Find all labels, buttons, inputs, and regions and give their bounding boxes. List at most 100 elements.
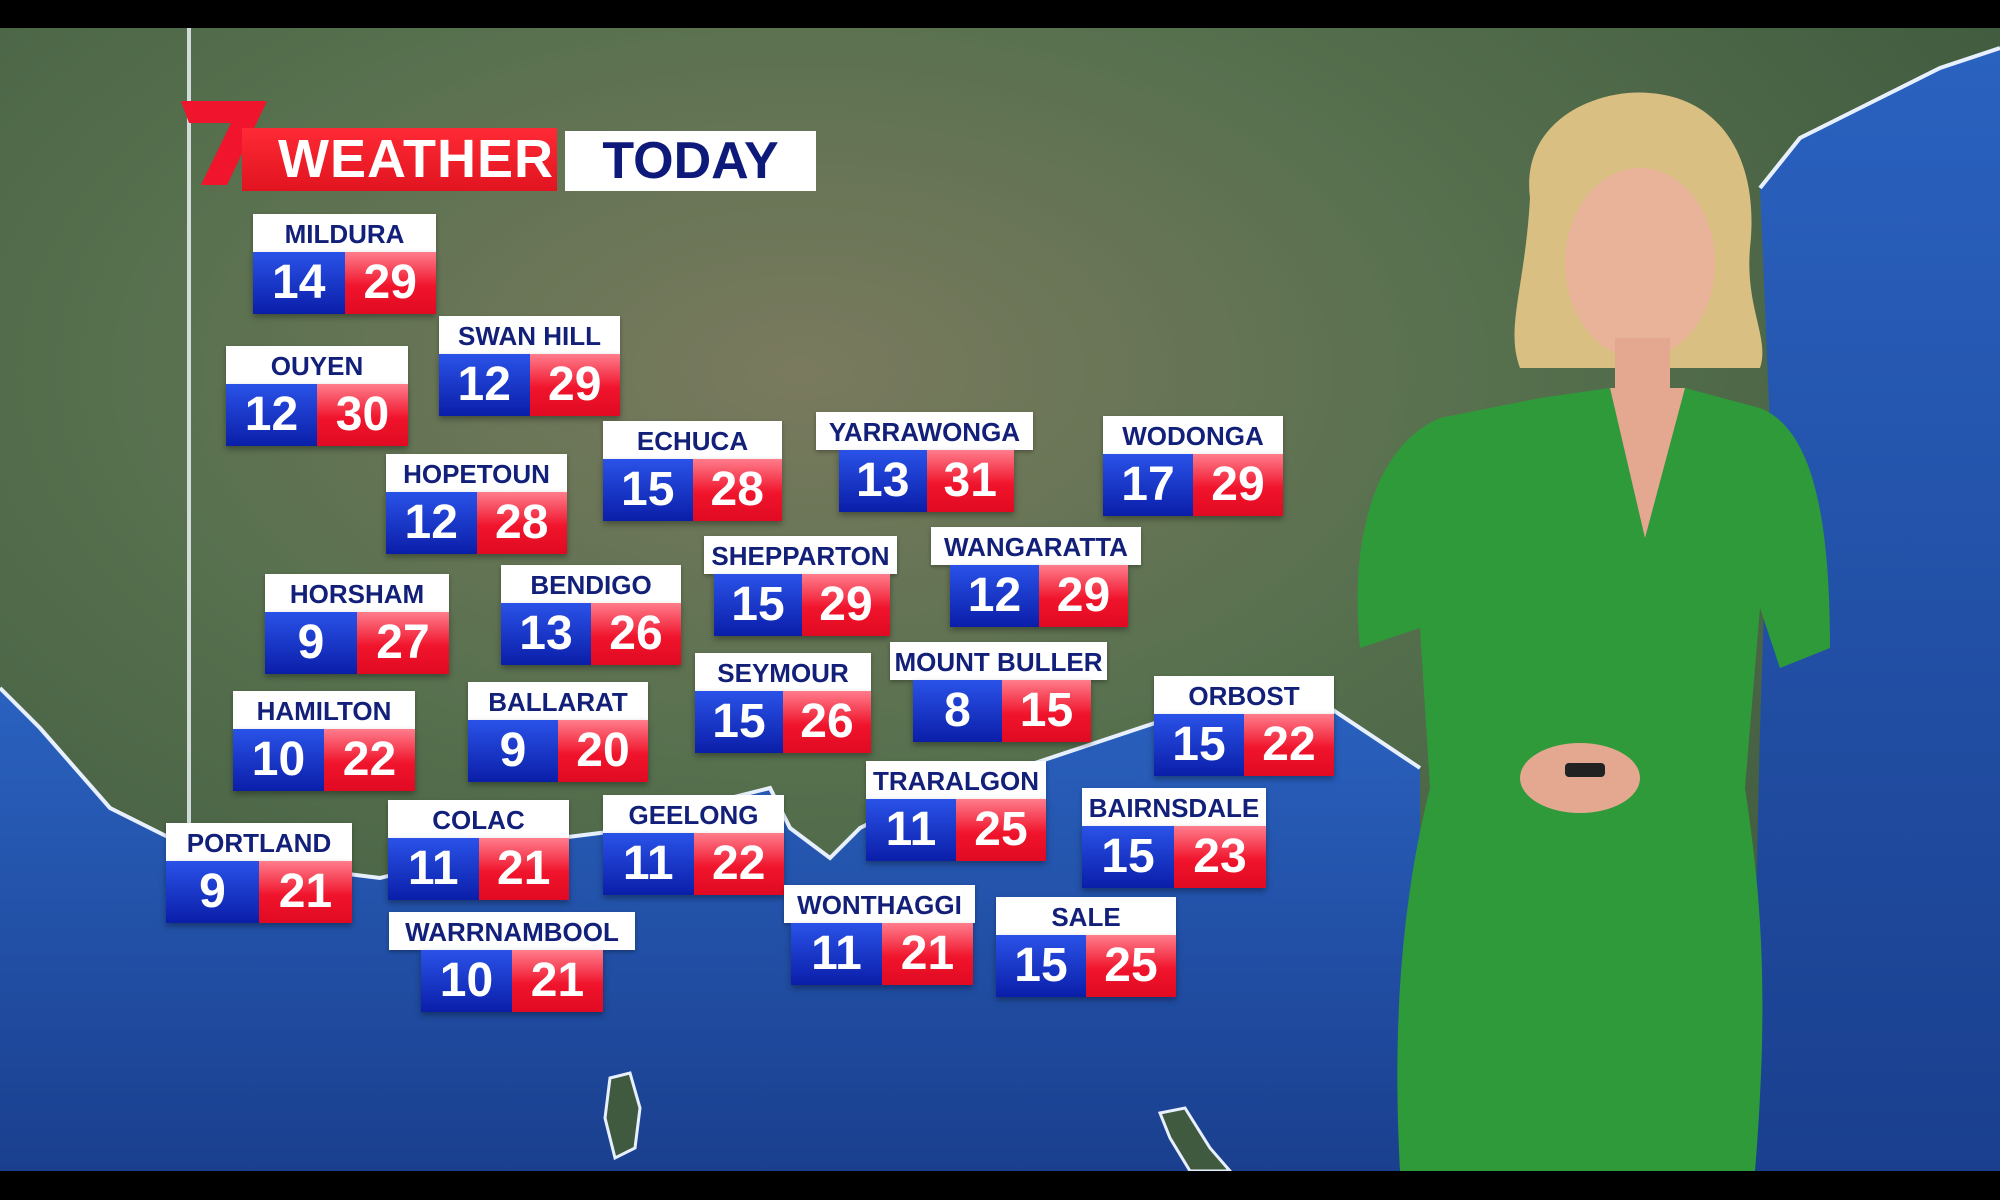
min-temp: 9 xyxy=(468,720,558,782)
min-temp: 12 xyxy=(386,492,477,554)
station-box: COLAC 11 21 xyxy=(388,800,569,900)
station-box: GEELONG 11 22 xyxy=(603,795,784,895)
min-temp: 12 xyxy=(439,354,530,416)
station-name: HORSHAM xyxy=(265,574,449,612)
station-box: BENDIGO 13 26 xyxy=(501,565,681,665)
flinders-island xyxy=(1157,1106,1232,1171)
max-temp: 25 xyxy=(956,799,1046,861)
station-name: GEELONG xyxy=(603,795,784,833)
max-temp: 27 xyxy=(357,612,449,674)
station-name: COLAC xyxy=(388,800,569,838)
temperature-row: 12 30 xyxy=(226,384,408,446)
max-temp: 30 xyxy=(317,384,408,446)
station-name: SALE xyxy=(996,897,1176,935)
station-box: WARRNAMBOOL 10 21 xyxy=(389,912,635,1012)
temperature-row: 11 21 xyxy=(388,838,569,900)
station-box: MOUNT BULLER 8 15 xyxy=(890,642,1107,742)
station-name: OUYEN xyxy=(226,346,408,384)
station-name: ECHUCA xyxy=(603,421,782,459)
weather-banner: WEATHER xyxy=(242,128,557,191)
station-box: WANGARATTA 12 29 xyxy=(931,527,1141,627)
max-temp: 26 xyxy=(591,603,681,665)
station-name: WONTHAGGI xyxy=(784,885,975,923)
temperature-row: 12 28 xyxy=(386,492,567,554)
min-temp: 12 xyxy=(226,384,317,446)
min-temp: 15 xyxy=(603,459,693,521)
station-box: MILDURA 14 29 xyxy=(253,214,436,314)
temperature-row: 14 29 xyxy=(253,252,436,314)
station-name: HOPETOUN xyxy=(386,454,567,492)
max-temp: 21 xyxy=(882,923,973,985)
min-temp: 10 xyxy=(421,950,512,1012)
temperature-row: 17 29 xyxy=(1103,454,1283,516)
presenter-hands xyxy=(1520,743,1640,813)
max-temp: 21 xyxy=(512,950,603,1012)
station-box: ORBOST 15 22 xyxy=(1154,676,1334,776)
min-temp: 15 xyxy=(1154,714,1244,776)
station-name: HAMILTON xyxy=(233,691,415,729)
max-temp: 29 xyxy=(344,252,436,314)
station-name: SWAN HILL xyxy=(439,316,620,354)
station-name: PORTLAND xyxy=(166,823,352,861)
period-banner: TODAY xyxy=(565,131,816,191)
max-temp: 29 xyxy=(529,354,620,416)
min-temp: 9 xyxy=(166,861,259,923)
station-name: BALLARAT xyxy=(468,682,648,720)
min-temp: 13 xyxy=(839,450,927,512)
temperature-row: 15 22 xyxy=(1154,714,1334,776)
min-temp: 11 xyxy=(866,799,956,861)
min-temp: 10 xyxy=(233,729,324,791)
temperature-row: 12 29 xyxy=(439,354,620,416)
station-box: PORTLAND 9 21 xyxy=(166,823,352,923)
max-temp: 22 xyxy=(324,729,415,791)
temperature-row: 15 26 xyxy=(695,691,871,753)
min-temp: 15 xyxy=(714,574,802,636)
temperature-row: 9 20 xyxy=(468,720,648,782)
presenter-face xyxy=(1565,168,1715,358)
station-name: WARRNAMBOOL xyxy=(389,912,635,950)
temperature-row: 11 25 xyxy=(866,799,1046,861)
max-temp: 15 xyxy=(1002,680,1091,742)
station-box: ECHUCA 15 28 xyxy=(603,421,782,521)
max-temp: 21 xyxy=(478,838,569,900)
station-name: MOUNT BULLER xyxy=(890,642,1107,680)
max-temp: 22 xyxy=(1244,714,1334,776)
min-temp: 13 xyxy=(501,603,591,665)
temperature-row: 12 29 xyxy=(950,565,1128,627)
station-name: BAIRNSDALE xyxy=(1082,788,1266,826)
ocean-east xyxy=(1750,48,2000,1171)
weather-map: WEATHER TODAY MILDURA 14 29 SWAN HILL 12… xyxy=(0,28,2000,1171)
temperature-row: 9 21 xyxy=(166,861,352,923)
temperature-row: 15 29 xyxy=(714,574,890,636)
temperature-row: 13 26 xyxy=(501,603,681,665)
max-temp: 28 xyxy=(476,492,567,554)
station-box: TRARALGON 11 25 xyxy=(866,761,1046,861)
min-temp: 11 xyxy=(603,833,694,895)
max-temp: 22 xyxy=(693,833,784,895)
temperature-row: 10 22 xyxy=(233,729,415,791)
max-temp: 31 xyxy=(926,450,1014,512)
clicker-icon xyxy=(1565,763,1605,777)
station-box: BALLARAT 9 20 xyxy=(468,682,648,782)
station-box: SEYMOUR 15 26 xyxy=(695,653,871,753)
temperature-row: 10 21 xyxy=(421,950,603,1012)
max-temp: 23 xyxy=(1174,826,1266,888)
temperature-row: 11 22 xyxy=(603,833,784,895)
temperature-row: 13 31 xyxy=(839,450,1014,512)
station-name: MILDURA xyxy=(253,214,436,252)
temperature-row: 15 28 xyxy=(603,459,782,521)
station-box: BAIRNSDALE 15 23 xyxy=(1082,788,1266,888)
station-box: YARRAWONGA 13 31 xyxy=(816,412,1033,512)
station-box: OUYEN 12 30 xyxy=(226,346,408,446)
station-box: HOPETOUN 12 28 xyxy=(386,454,567,554)
station-box: WODONGA 17 29 xyxy=(1103,416,1283,516)
max-temp: 25 xyxy=(1086,935,1176,997)
station-box: HORSHAM 9 27 xyxy=(265,574,449,674)
station-box: HAMILTON 10 22 xyxy=(233,691,415,791)
temperature-row: 8 15 xyxy=(913,680,1091,742)
ocean-south xyxy=(0,688,1420,1171)
station-box: WONTHAGGI 11 21 xyxy=(784,885,975,985)
station-box: SWAN HILL 12 29 xyxy=(439,316,620,416)
min-temp: 14 xyxy=(253,252,345,314)
min-temp: 15 xyxy=(1082,826,1174,888)
